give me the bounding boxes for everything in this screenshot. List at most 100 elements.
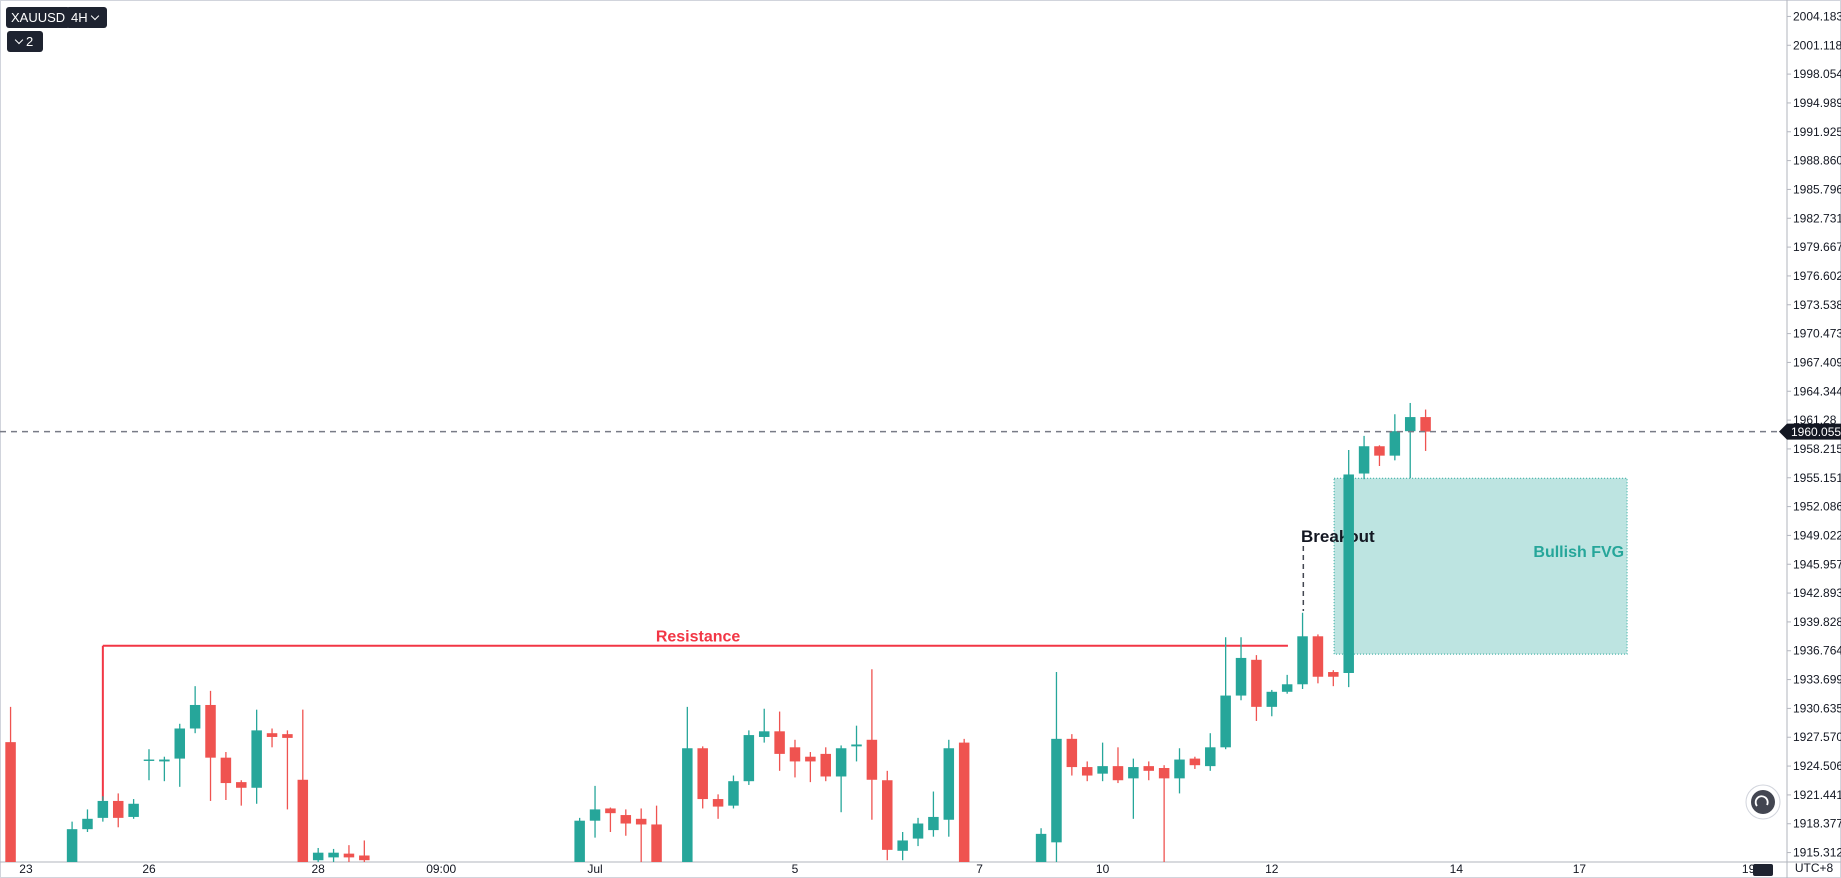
indicator-count: 2 bbox=[26, 34, 34, 49]
candle-body bbox=[697, 748, 708, 800]
plot-area: Bullish FVG Resistance Breakout bbox=[0, 402, 1787, 862]
candle-body bbox=[728, 781, 739, 806]
indicators-button[interactable]: 2 bbox=[7, 31, 43, 52]
candle-body bbox=[851, 744, 862, 747]
y-tick-label: 1991.925 bbox=[1793, 125, 1841, 139]
x-tick-label: 28 bbox=[312, 862, 326, 876]
candle-body bbox=[312, 852, 324, 861]
y-tick-label: 1973.538 bbox=[1793, 298, 1841, 312]
candle-body bbox=[97, 800, 109, 818]
candle-body bbox=[1328, 672, 1339, 677]
candle-body bbox=[1128, 767, 1139, 779]
candle-body bbox=[1097, 766, 1108, 774]
candle-body bbox=[1420, 417, 1431, 432]
reset-button[interactable] bbox=[1745, 784, 1781, 820]
candle-body bbox=[236, 782, 247, 788]
candle-body bbox=[1312, 636, 1324, 677]
y-tick-label: 1949.022 bbox=[1793, 528, 1841, 542]
candle-body bbox=[928, 816, 939, 831]
y-tick-label: 1964.344 bbox=[1793, 384, 1841, 398]
candle-body bbox=[220, 757, 232, 784]
last-price-label: 1960.055 bbox=[1791, 425, 1841, 439]
x-tick-label: 17 bbox=[1573, 862, 1587, 876]
candle-body bbox=[1235, 657, 1247, 696]
interval-button[interactable]: 4H bbox=[66, 7, 107, 28]
candle-body bbox=[758, 731, 770, 737]
y-tick-label: 1930.635 bbox=[1793, 701, 1841, 715]
timezone-label: UTC+8 bbox=[1795, 861, 1834, 875]
candle-body bbox=[1374, 446, 1385, 456]
resistance-label: Resistance bbox=[656, 629, 741, 646]
auto-scale-icon[interactable] bbox=[1753, 864, 1773, 876]
candle-body bbox=[1174, 759, 1185, 779]
y-tick-label: 1927.570 bbox=[1793, 730, 1841, 744]
auto-scale-button[interactable] bbox=[1753, 864, 1773, 876]
y-tick-label: 1994.989 bbox=[1793, 96, 1841, 110]
candle-body bbox=[266, 733, 278, 737]
y-tick-label: 1915.312 bbox=[1793, 846, 1841, 860]
candle-body bbox=[82, 818, 93, 830]
candle-body bbox=[605, 808, 616, 814]
last-price-tag bbox=[1779, 423, 1841, 440]
y-tick-label: 1982.731 bbox=[1793, 211, 1841, 225]
y-tick-label: 1976.602 bbox=[1793, 269, 1841, 283]
candle-body bbox=[574, 820, 585, 862]
candle-body bbox=[143, 759, 155, 761]
x-tick-label: 5 bbox=[792, 862, 799, 876]
y-tick-label: 1988.860 bbox=[1793, 154, 1841, 168]
x-tick-label: Jul bbox=[587, 862, 602, 876]
fvg-label: Bullish FVG bbox=[1533, 544, 1624, 561]
candle-body bbox=[328, 852, 339, 858]
chevron-icon bbox=[14, 35, 24, 45]
candle-body bbox=[359, 855, 370, 861]
y-tick-label: 1936.764 bbox=[1793, 644, 1841, 658]
y-tick-label: 1961.28 bbox=[1793, 413, 1837, 427]
candle-body bbox=[682, 748, 693, 862]
candle-body bbox=[5, 742, 16, 862]
y-tick-label: 1985.796 bbox=[1793, 182, 1841, 196]
y-tick-label: 1924.506 bbox=[1793, 759, 1841, 773]
candle-body bbox=[159, 759, 170, 762]
candle-body bbox=[343, 853, 355, 858]
candle-body bbox=[958, 742, 970, 862]
symbol: XAUUSD bbox=[11, 10, 66, 25]
axes: 1915.312 1918.377 1921.441 1924.506 1927.570… bbox=[19, 9, 1841, 876]
candle-body bbox=[1251, 659, 1262, 707]
y-tick-label: 1933.699 bbox=[1793, 673, 1841, 687]
y-tick-label: 1979.667 bbox=[1793, 240, 1841, 254]
chevron-icon bbox=[90, 11, 99, 21]
y-tick-label: 1958.215 bbox=[1793, 442, 1841, 456]
x-tick-label: 09:00 bbox=[426, 862, 456, 876]
candle-body bbox=[1404, 417, 1416, 432]
candle-body bbox=[743, 735, 755, 782]
candle-body bbox=[912, 823, 924, 839]
candle-body bbox=[1266, 691, 1278, 707]
y-tick-label: 1918.377 bbox=[1793, 817, 1841, 831]
candle-body bbox=[1389, 431, 1401, 456]
y-tick-label: 1952.086 bbox=[1793, 500, 1841, 514]
candle-body bbox=[805, 756, 816, 762]
candle-body bbox=[1081, 767, 1093, 776]
y-tick-label: 1942.893 bbox=[1793, 586, 1841, 600]
candle-body bbox=[882, 780, 893, 850]
candle-body bbox=[820, 753, 831, 777]
y-tick-label: 1945.957 bbox=[1793, 557, 1841, 571]
y-tick-label: 1967.409 bbox=[1793, 355, 1841, 369]
candle-body bbox=[774, 731, 785, 754]
x-tick-label: 14 bbox=[1450, 862, 1464, 876]
candle-body bbox=[1297, 636, 1308, 685]
reset-icon[interactable] bbox=[1754, 795, 1769, 807]
candle-body bbox=[1220, 695, 1231, 748]
candle-body bbox=[1143, 766, 1154, 771]
candle-body bbox=[789, 747, 801, 762]
candle-body bbox=[1112, 766, 1124, 781]
candle-body bbox=[189, 704, 201, 729]
symbol-button[interactable]: XAUUSD bbox=[6, 7, 71, 28]
y-tick-label: 1939.828 bbox=[1793, 615, 1841, 629]
candle-body bbox=[282, 734, 293, 738]
reset-inner[interactable] bbox=[1751, 790, 1775, 814]
candle-body bbox=[1205, 747, 1216, 767]
candle-body bbox=[897, 840, 908, 851]
candle-body bbox=[651, 824, 662, 862]
